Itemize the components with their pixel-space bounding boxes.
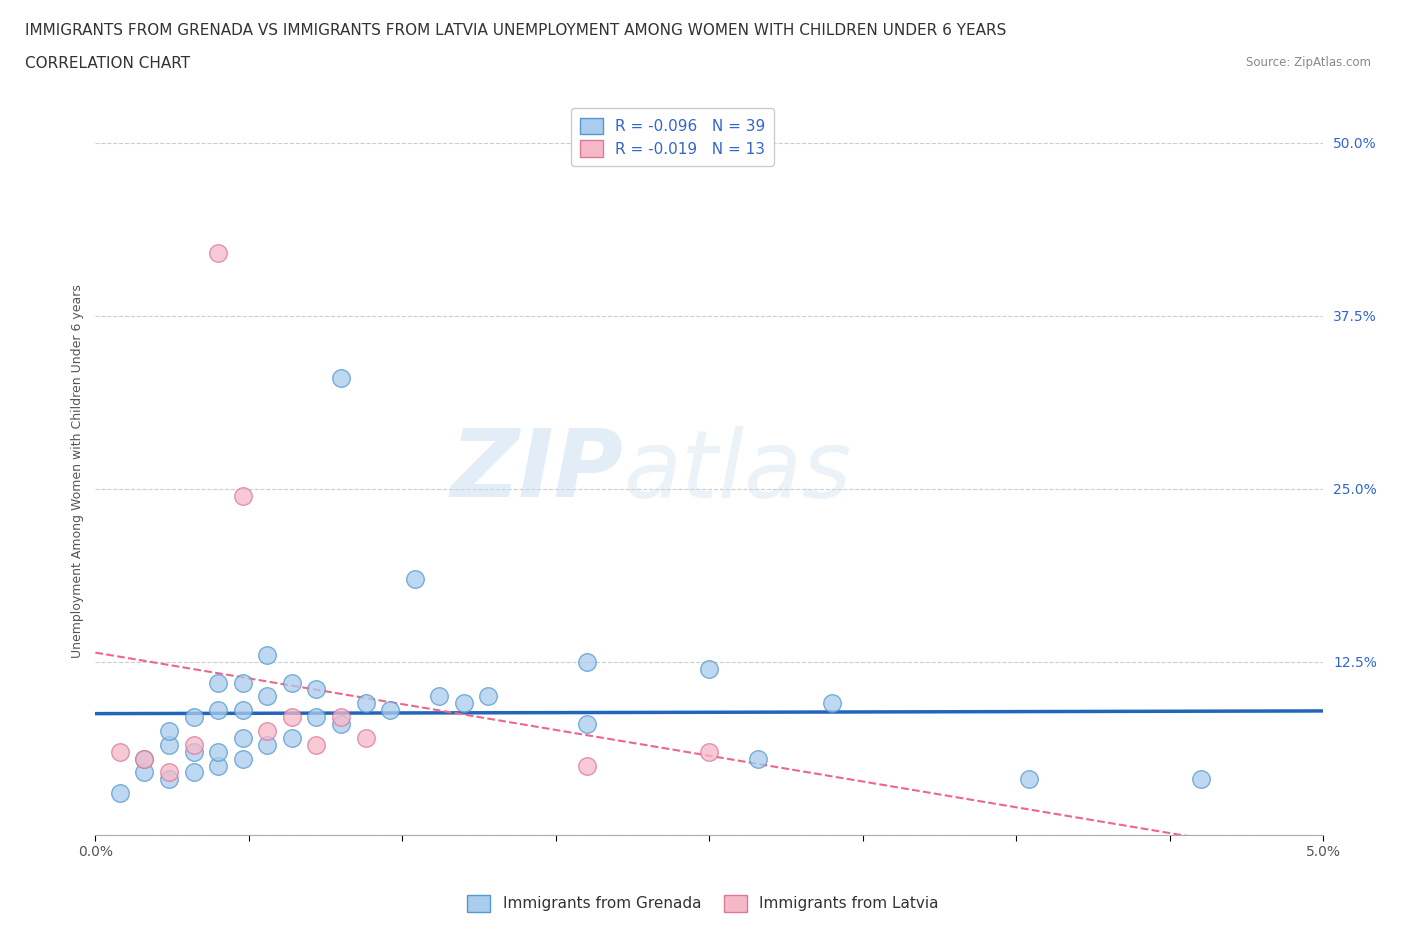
Point: [157, 737, 180, 752]
Point: [453, 696, 475, 711]
Point: [699, 661, 721, 676]
Point: [134, 765, 156, 780]
Point: [134, 751, 156, 766]
Point: [256, 689, 278, 704]
Point: [157, 772, 180, 787]
Point: [575, 758, 598, 773]
Text: IMMIGRANTS FROM GRENADA VS IMMIGRANTS FROM LATVIA UNEMPLOYMENT AMONG WOMEN WITH : IMMIGRANTS FROM GRENADA VS IMMIGRANTS FR…: [25, 23, 1007, 38]
Point: [183, 737, 205, 752]
Point: [1189, 772, 1212, 787]
Point: [256, 737, 278, 752]
Point: [256, 647, 278, 662]
Text: atlas: atlas: [623, 426, 852, 517]
Point: [305, 737, 328, 752]
Point: [1018, 772, 1040, 787]
Point: [329, 710, 352, 724]
Point: [207, 246, 229, 260]
Point: [477, 689, 499, 704]
Point: [281, 730, 304, 745]
Point: [108, 786, 131, 801]
Point: [404, 571, 426, 586]
Point: [281, 710, 304, 724]
Point: [207, 744, 229, 759]
Point: [232, 703, 254, 718]
Point: [134, 751, 156, 766]
Point: [183, 744, 205, 759]
Point: [232, 751, 254, 766]
Point: [281, 675, 304, 690]
Point: [575, 655, 598, 670]
Point: [256, 724, 278, 738]
Point: [378, 703, 401, 718]
Y-axis label: Unemployment Among Women with Children Under 6 years: Unemployment Among Women with Children U…: [72, 285, 84, 658]
Point: [305, 682, 328, 697]
Text: Source: ZipAtlas.com: Source: ZipAtlas.com: [1246, 56, 1371, 69]
Point: [232, 488, 254, 503]
Point: [699, 744, 721, 759]
Point: [157, 724, 180, 738]
Point: [207, 758, 229, 773]
Point: [821, 696, 844, 711]
Text: CORRELATION CHART: CORRELATION CHART: [25, 56, 190, 71]
Point: [108, 744, 131, 759]
Point: [427, 689, 450, 704]
Point: [354, 730, 377, 745]
Legend: Immigrants from Grenada, Immigrants from Latvia: Immigrants from Grenada, Immigrants from…: [461, 889, 945, 918]
Point: [747, 751, 769, 766]
Point: [157, 765, 180, 780]
Point: [232, 675, 254, 690]
Point: [575, 717, 598, 732]
Point: [329, 717, 352, 732]
Point: [305, 710, 328, 724]
Text: ZIP: ZIP: [450, 425, 623, 517]
Legend: R = -0.096   N = 39, R = -0.019   N = 13: R = -0.096 N = 39, R = -0.019 N = 13: [571, 109, 775, 166]
Point: [207, 703, 229, 718]
Point: [329, 370, 352, 385]
Point: [207, 675, 229, 690]
Point: [183, 765, 205, 780]
Point: [183, 710, 205, 724]
Point: [232, 730, 254, 745]
Point: [354, 696, 377, 711]
